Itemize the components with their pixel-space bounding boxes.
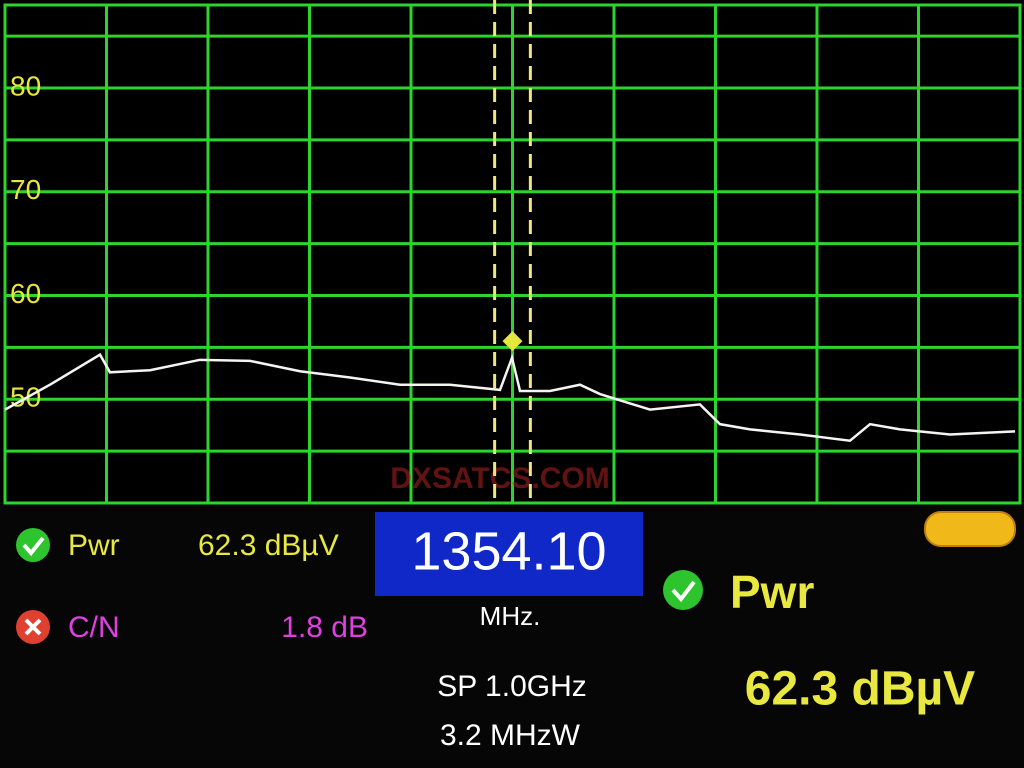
rbw: 3.2 MHzW bbox=[440, 719, 581, 752]
cn-label: C/N bbox=[68, 611, 120, 644]
span: SP 1.0GHz bbox=[437, 670, 587, 703]
cross bbox=[24, 618, 42, 636]
ok-icon-large bbox=[663, 570, 703, 610]
frequency: 1354.10 bbox=[411, 521, 606, 581]
plot: 5060708090DXSATCS.COM bbox=[3, 0, 1022, 505]
frequency-box bbox=[375, 512, 643, 596]
pwr-value: 62.3 dBµV bbox=[198, 529, 339, 562]
watermark: DXSATCS.COM bbox=[390, 462, 609, 495]
frequency-unit: MHz. bbox=[480, 601, 541, 631]
cn-value: 1.8 dB bbox=[281, 611, 368, 644]
y-tick-label: 80 bbox=[10, 70, 41, 101]
check bbox=[671, 580, 696, 603]
status: Pwr 62.3 dBµV C/N 1.8 dB 1354.10 MHz. SP… bbox=[16, 511, 1016, 752]
battery bbox=[924, 511, 1016, 547]
y-tick-label: 70 bbox=[10, 174, 41, 205]
pwr-label: Pwr bbox=[68, 529, 120, 562]
check bbox=[22, 536, 45, 557]
ok-icon bbox=[16, 528, 50, 562]
y-tick-label: 60 bbox=[10, 278, 41, 309]
big-value: 62.3 dBµV bbox=[745, 663, 975, 716]
trace bbox=[4, 352, 1016, 443]
big-label: Pwr bbox=[730, 566, 814, 618]
peak-marker bbox=[502, 331, 523, 352]
